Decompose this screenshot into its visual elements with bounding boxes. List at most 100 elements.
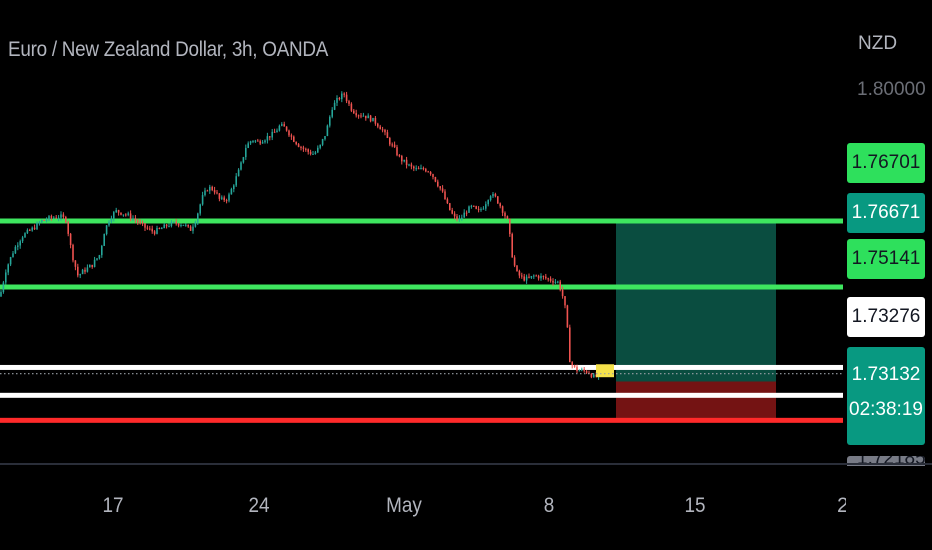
candle-body	[278, 125, 281, 131]
candle-body	[0, 292, 2, 297]
candle-body	[192, 226, 194, 231]
candle-body	[501, 206, 504, 213]
time-tick: 15	[684, 494, 706, 517]
candle-body	[211, 186, 213, 191]
entry-highlight	[596, 364, 614, 378]
candle-body	[362, 115, 365, 117]
candle-body	[504, 212, 506, 217]
candle-body	[377, 123, 379, 127]
last-price-label: 1.73132	[847, 347, 925, 395]
candle-body	[225, 200, 228, 202]
candle-body	[103, 234, 105, 246]
candle-body	[165, 224, 168, 227]
candle-body	[96, 258, 98, 260]
candle-body	[391, 144, 393, 146]
candle-body	[261, 142, 264, 144]
candle-body	[45, 219, 48, 221]
candle-body	[209, 186, 211, 191]
candle-body	[530, 276, 533, 278]
candle-body	[405, 159, 408, 166]
chart-title: Euro / New Zealand Dollar, 3h, OANDA	[8, 38, 329, 61]
candle-body	[72, 244, 74, 261]
candle-body	[564, 296, 566, 306]
candle-body	[338, 97, 341, 100]
candle-body	[485, 204, 487, 209]
candle-body	[101, 245, 103, 256]
candle-body	[554, 281, 557, 283]
candle-body	[242, 157, 245, 163]
candle-body	[276, 130, 278, 133]
candle-body	[571, 362, 573, 366]
candle-body	[533, 275, 535, 277]
candle-body	[415, 168, 417, 170]
candle-body	[422, 168, 425, 170]
candle-body	[581, 369, 583, 371]
candle-body	[369, 115, 372, 122]
candle-body	[249, 141, 252, 144]
candle-body	[125, 214, 127, 216]
candle-body	[398, 155, 401, 157]
candle-body	[470, 205, 473, 207]
candle-body	[566, 305, 569, 328]
candle-body	[463, 212, 465, 218]
candle-body	[158, 227, 161, 229]
candle-body	[393, 144, 396, 148]
candle-body	[317, 147, 319, 153]
candle-body	[540, 275, 542, 279]
candle-body	[408, 164, 410, 166]
candle-body	[216, 192, 218, 194]
candle-body	[458, 218, 461, 220]
candle-body	[115, 210, 117, 213]
horizontal-line-white	[0, 392, 843, 398]
candle-body	[254, 140, 257, 142]
candle-body	[456, 216, 458, 220]
candle-body	[21, 237, 24, 242]
candle-body	[293, 136, 295, 142]
candle-body	[168, 226, 170, 228]
candle-body	[173, 221, 175, 223]
upper-line-price-label: 1.76671	[847, 193, 925, 233]
candle-body	[297, 144, 300, 147]
candle-body	[374, 117, 377, 124]
candle-body	[384, 129, 386, 133]
candle-body	[439, 186, 441, 189]
lower-line-price-label: 1.75141	[847, 239, 925, 279]
candle-body	[583, 369, 585, 371]
candle-body	[117, 210, 120, 213]
horizontal-line-green	[0, 218, 843, 224]
candle-body	[329, 116, 331, 126]
candle-body	[223, 197, 225, 201]
time-tick: 22	[837, 494, 846, 517]
candle-body	[50, 216, 53, 218]
candle-body	[2, 282, 5, 293]
candle-body	[585, 370, 588, 373]
take-profit-price-label: 1.76701	[847, 143, 925, 183]
candle-body	[55, 217, 57, 219]
candle-body	[129, 213, 132, 219]
candle-body	[79, 274, 81, 276]
candle-body	[273, 131, 276, 133]
candle-body	[29, 229, 31, 231]
candle-body	[523, 276, 525, 281]
candle-body	[53, 217, 55, 219]
candle-body	[511, 234, 513, 258]
candle-body	[240, 162, 242, 170]
time-tick: 24	[248, 494, 270, 517]
candle-body	[561, 289, 564, 297]
candle-body	[535, 275, 537, 277]
candle-body	[266, 136, 269, 141]
horizontal-line-red	[0, 417, 843, 423]
candle-body	[307, 149, 309, 152]
price-scale-bottom-label: 1.72185	[847, 456, 925, 466]
candle-body	[295, 141, 297, 145]
candle-body	[521, 275, 523, 277]
candle-body	[146, 227, 149, 229]
time-axis-separator	[0, 463, 932, 465]
candle-body	[65, 216, 67, 223]
candle-body	[468, 206, 470, 213]
time-tick: May	[386, 494, 422, 517]
candle-body	[149, 228, 151, 230]
candle-body	[228, 194, 230, 201]
candle-body	[357, 115, 360, 117]
